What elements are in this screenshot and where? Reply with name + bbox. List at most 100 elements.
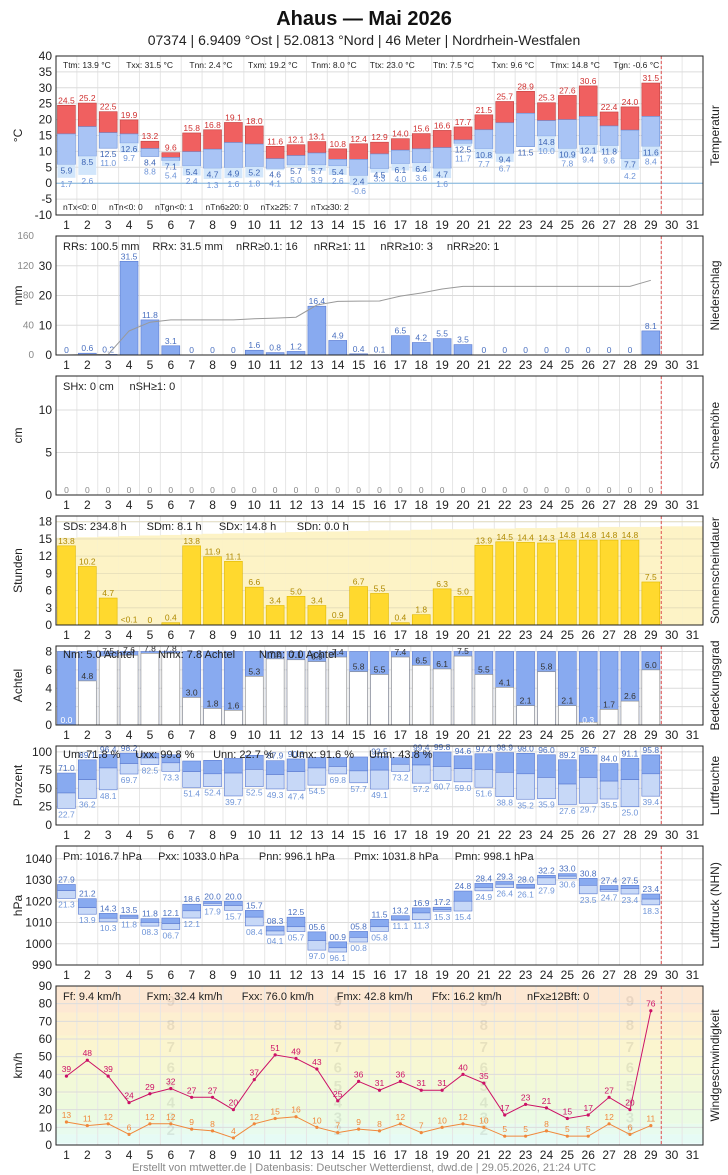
y-tick-label: 10 — [39, 318, 53, 332]
x-tick-label: 30 — [665, 828, 679, 842]
x-tick-label: 27 — [602, 358, 616, 372]
precip-bar — [307, 305, 327, 356]
gust-point — [649, 1009, 653, 1013]
tmin-bar — [537, 136, 556, 152]
pressure-max-label: 13.2 — [392, 906, 409, 916]
footer-credit: Erstellt von mtwetter.de | Datenbasis: D… — [132, 1162, 596, 1174]
tground-label: 3.3 — [374, 174, 386, 184]
humidity-max-label: 99.4 — [413, 742, 430, 752]
tmin-bar — [307, 165, 326, 171]
tmax-label: 17.7 — [455, 117, 472, 127]
tmin-bar — [203, 168, 222, 180]
x-tick-label: 22 — [498, 358, 512, 372]
tmean-bar — [578, 116, 598, 146]
stat-label: Pmx: 1031.8 hPa — [354, 851, 439, 863]
x-tick-label: 23 — [519, 968, 533, 982]
x-tick-label: 30 — [665, 498, 679, 512]
x-tick-label: 29 — [644, 968, 658, 982]
sun-label: 14.8 — [622, 530, 639, 540]
pressure-lower-bar — [119, 916, 139, 919]
stat-label: Ttn: 7.5 °C — [433, 60, 474, 70]
x-tick-label: 14 — [331, 968, 345, 982]
stat-label: Nmx: 7.8 Achtel — [158, 649, 235, 661]
precip-label: 0.8 — [269, 343, 281, 353]
sun-bar — [244, 586, 264, 626]
humidity-lower-bar — [349, 770, 368, 784]
snow-label: 0 — [544, 485, 549, 495]
cloud-value-bar — [495, 687, 515, 726]
tmin-label-2: 9.6 — [603, 156, 615, 166]
y-tick-label: 100 — [32, 745, 52, 759]
x-tick-label: 5 — [147, 218, 154, 232]
x-tick-label: 8 — [209, 218, 216, 232]
tmin-label: 4.7 — [207, 169, 219, 179]
x-tick-label: 10 — [248, 968, 262, 982]
pressure-min-label: 21.3 — [58, 899, 75, 909]
pressure-lower-bar — [620, 888, 640, 895]
x-tick-label: 17 — [394, 358, 408, 372]
humidity-lower-bar — [578, 777, 598, 804]
tmax-bar — [432, 130, 452, 148]
precip-label: 8.1 — [645, 321, 657, 331]
pressure-upper-bar — [641, 893, 661, 900]
sun-label: <0.1 — [121, 615, 138, 625]
pressure-lower-bar — [599, 889, 619, 892]
tmax-label: 18.0 — [246, 116, 263, 126]
wind-mean-label: 8 — [377, 1119, 382, 1129]
wind-mean-point — [64, 1120, 69, 1124]
wind-mean-label: 10 — [479, 1115, 489, 1125]
tmax-label: 11.6 — [267, 136, 283, 146]
wind-mean-point — [148, 1122, 152, 1126]
y-tick-label: 6 — [45, 663, 52, 677]
tmin-bar — [370, 168, 389, 173]
stat-label: Txx: 31.5 °C — [126, 60, 173, 70]
beaufort-number: 9 — [626, 993, 634, 1010]
x-tick-label: 22 — [498, 218, 512, 232]
x-tick-label: 13 — [310, 828, 324, 842]
x-tick-label: 18 — [415, 1148, 429, 1162]
humidity-min-label: 38.8 — [496, 798, 513, 808]
stat-label: Pmn: 998.1 hPa — [455, 851, 535, 863]
wind-mean-label: 5 — [565, 1124, 570, 1134]
x-tick-label: 26 — [582, 358, 596, 372]
pressure-max-label: 28.0 — [517, 874, 534, 884]
gust-point — [628, 1108, 632, 1112]
x-tick-label: 25 — [561, 828, 575, 842]
sun-label: 1.8 — [415, 605, 427, 615]
x-tick-label: 4 — [126, 498, 133, 512]
snow-label: 0 — [565, 485, 570, 495]
precip-label: 0.4 — [353, 344, 365, 354]
humidity-max-label: 94.6 — [455, 746, 472, 756]
pressure-upper-bar — [474, 883, 494, 888]
wind-mean-label: 8 — [210, 1119, 215, 1129]
x-tick-label: 20 — [456, 828, 470, 842]
pressure-upper-bar — [349, 931, 368, 938]
x-tick-label: 23 — [519, 1148, 533, 1162]
x-tick-label: 19 — [435, 218, 449, 232]
tmean-bar — [119, 133, 139, 144]
pressure-min-label: 23.5 — [580, 895, 597, 905]
wind-mean-label: 7 — [419, 1121, 424, 1131]
x-tick-label: 4 — [126, 828, 133, 842]
beaufort-number: 4 — [626, 1095, 635, 1112]
snow-label: 0 — [440, 485, 445, 495]
pressure-lower-bar — [182, 910, 201, 919]
beaufort-band — [56, 1076, 703, 1094]
tmax-label: 21.5 — [476, 105, 493, 115]
gust-label: 51 — [270, 1043, 280, 1053]
wind-mean-label: 6 — [628, 1122, 633, 1132]
y-tick-cumulative: 160 — [17, 231, 34, 242]
humidity-upper-bar — [578, 754, 598, 778]
snow-label: 0 — [168, 485, 173, 495]
sun-label: 7.5 — [645, 572, 657, 582]
precip-label: 0 — [210, 345, 215, 355]
cloud-label: 2.1 — [561, 696, 573, 706]
x-tick-label: 11 — [269, 628, 282, 642]
x-tick-label: 13 — [310, 218, 324, 232]
pressure-upper-bar — [57, 884, 76, 891]
x-tick-label: 20 — [456, 728, 470, 742]
x-tick-label: 2 — [84, 218, 91, 232]
tmin-label: 5.7 — [311, 166, 323, 176]
wind-mean-point — [336, 1131, 340, 1135]
x-tick-label: 7 — [188, 628, 195, 642]
